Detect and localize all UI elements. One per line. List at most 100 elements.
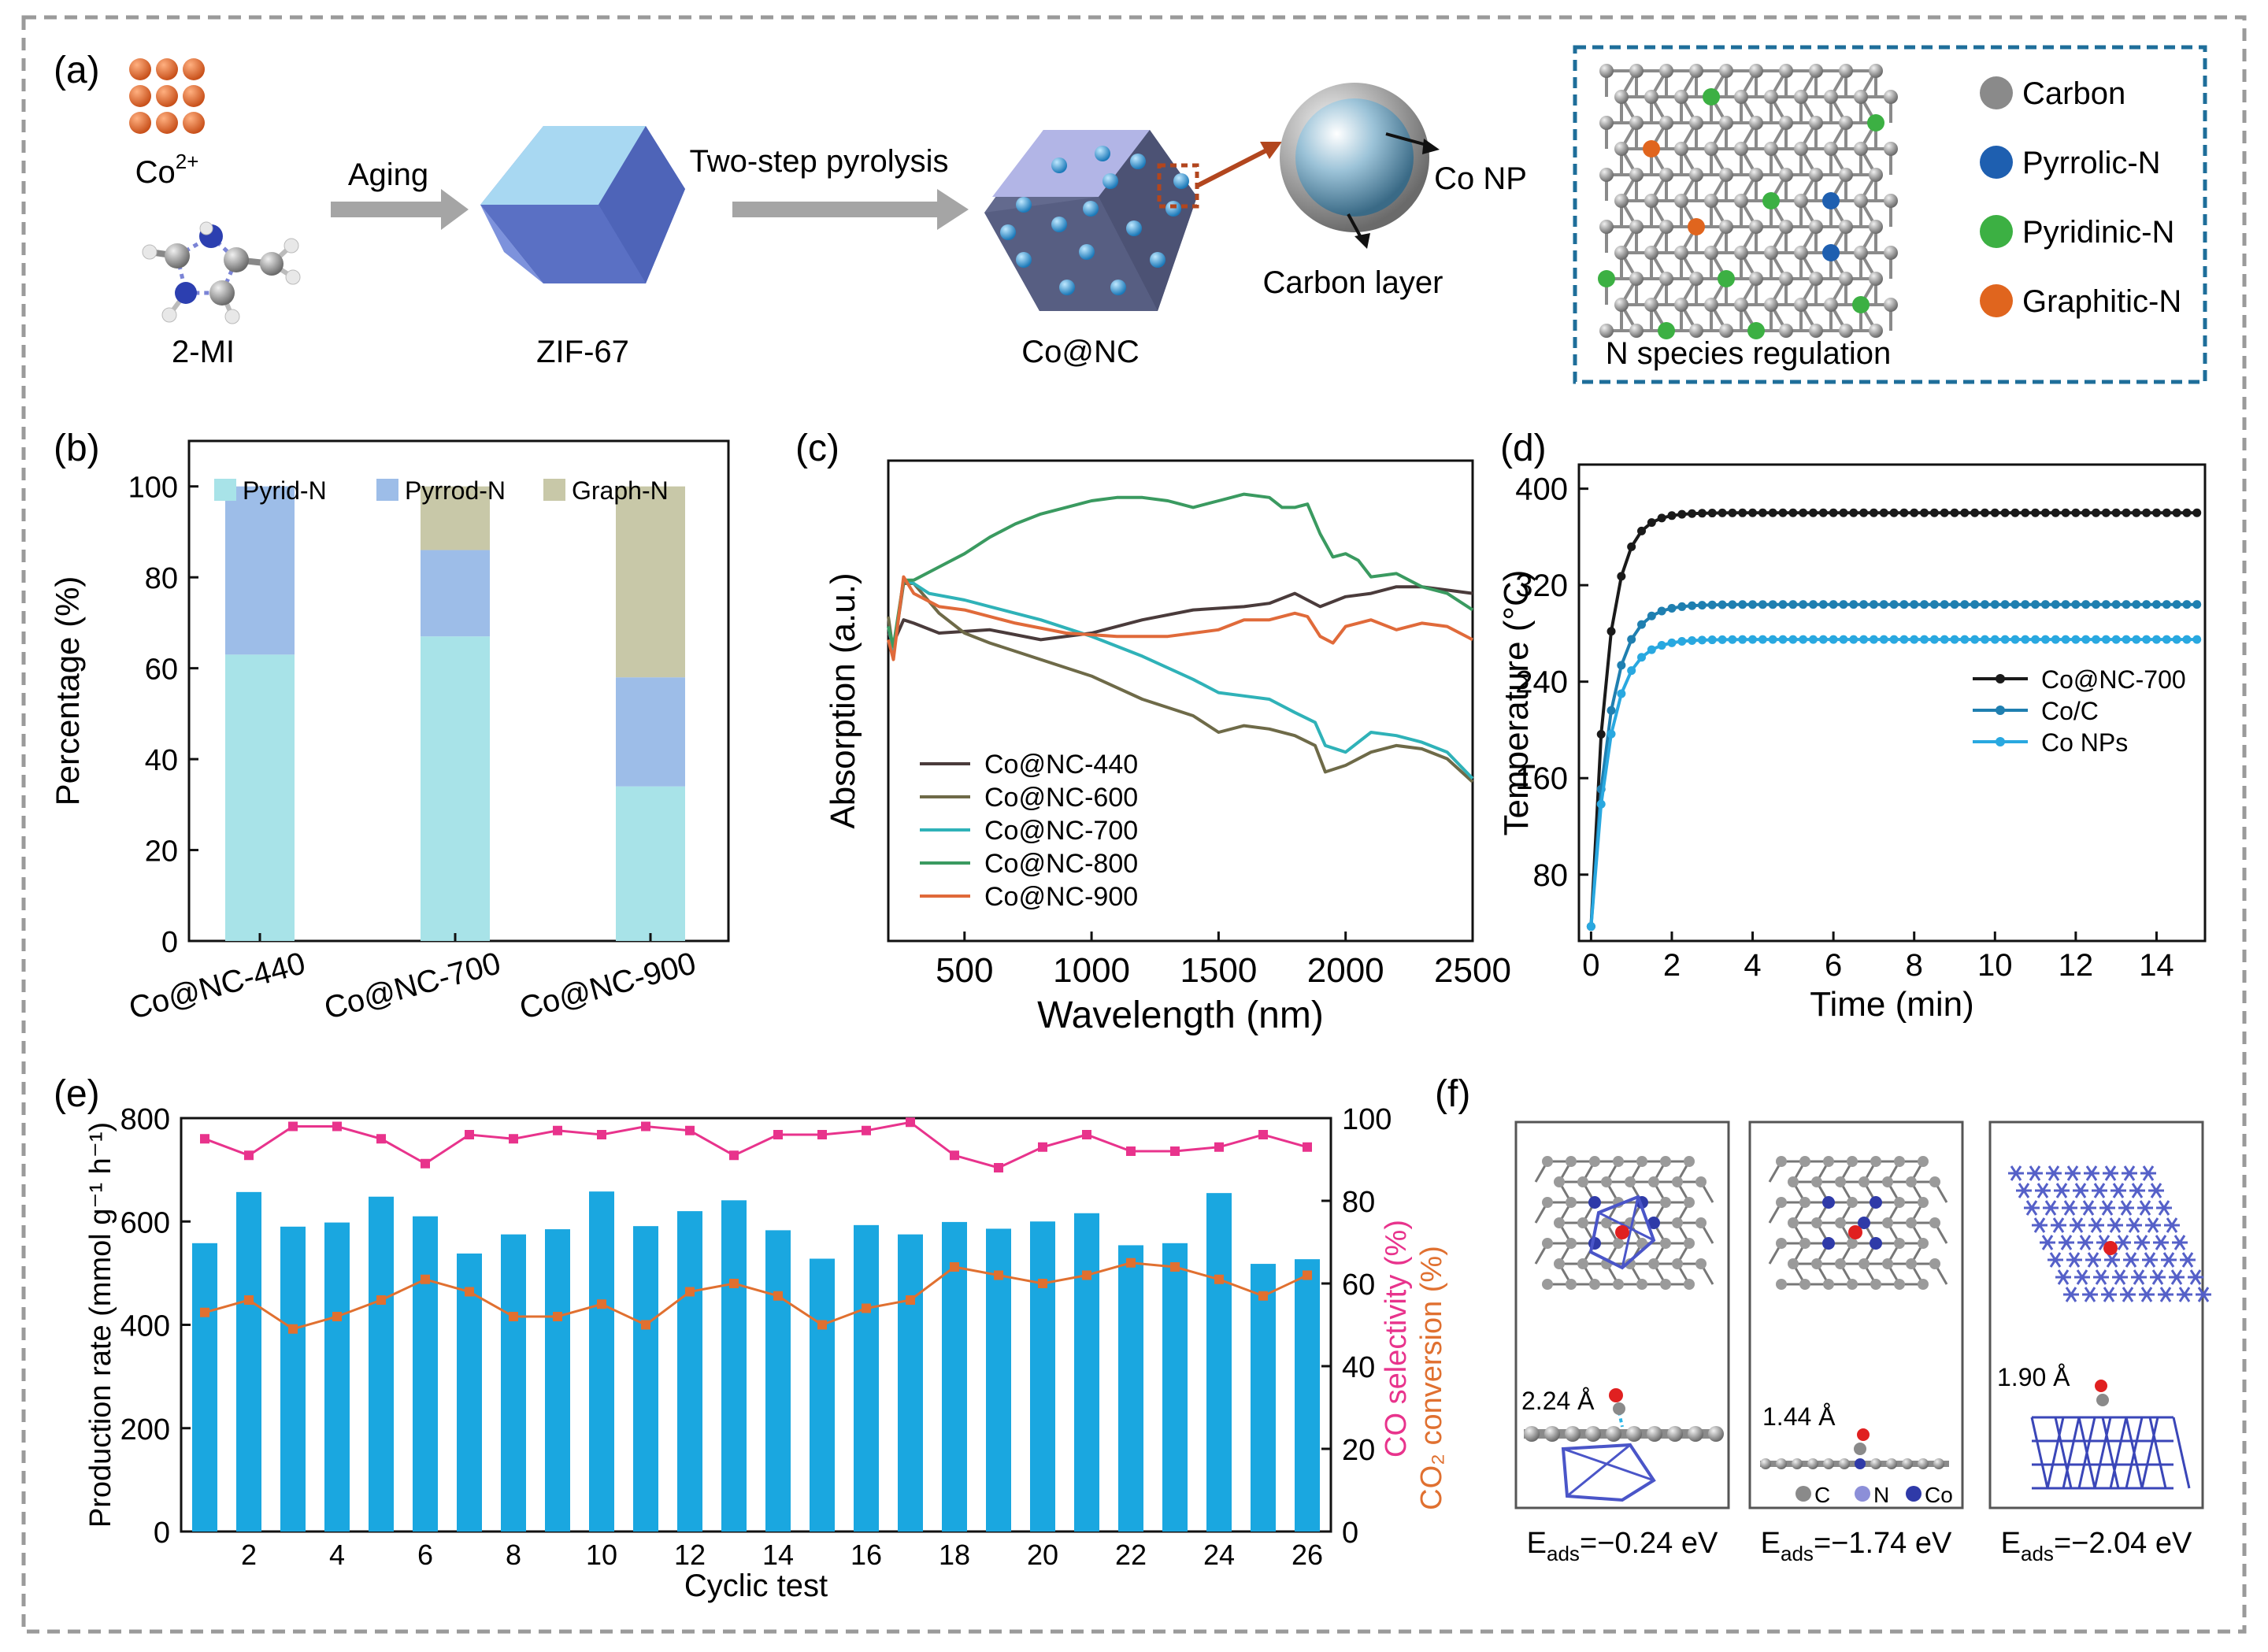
co-bond bbox=[2065, 1287, 2077, 1302]
x-tick-label: 8 bbox=[1906, 948, 1923, 983]
production-bar bbox=[1118, 1245, 1143, 1532]
c-atom bbox=[1542, 1197, 1553, 1208]
data-point bbox=[1647, 611, 1656, 620]
panel-a: (a) Co2+ 2-MI Aging bbox=[54, 45, 2207, 384]
data-point bbox=[1910, 600, 1919, 609]
carbon-atom bbox=[1794, 194, 1808, 208]
data-point bbox=[1718, 635, 1727, 644]
bar-segment-pyrid-n bbox=[421, 636, 490, 941]
carbon-atom bbox=[1854, 194, 1868, 208]
data-point bbox=[1799, 600, 1808, 609]
carbon-atom bbox=[1599, 64, 1614, 78]
data-point bbox=[1606, 706, 1616, 715]
data-point bbox=[1637, 526, 1646, 535]
c-atom bbox=[1684, 1197, 1695, 1208]
carbon-atom bbox=[1629, 324, 1644, 338]
legend-label: Co@NC-700 bbox=[2041, 665, 2186, 694]
co-bond bbox=[2197, 1287, 2210, 1302]
data-point bbox=[1778, 508, 1788, 517]
co-bond bbox=[2063, 1200, 2076, 1216]
2mi-molecule-icon bbox=[142, 221, 301, 324]
production-bar bbox=[457, 1253, 482, 1532]
data-point bbox=[1859, 635, 1869, 644]
dopant-atom bbox=[1822, 244, 1840, 261]
data-point bbox=[2122, 635, 2131, 644]
carbon-atom bbox=[1839, 168, 1853, 182]
selectivity-point bbox=[465, 1130, 474, 1139]
co-nanoparticle-dot bbox=[1150, 252, 1166, 268]
carbon-atom bbox=[1734, 90, 1748, 104]
production-bar bbox=[545, 1229, 570, 1532]
data-point bbox=[1929, 600, 1939, 609]
carbon-atom bbox=[1809, 64, 1823, 78]
co-nanoparticle-dot bbox=[1051, 157, 1067, 173]
plot-frame bbox=[887, 459, 1474, 943]
data-point bbox=[2081, 508, 2091, 517]
co-nanoparticle-dot bbox=[1110, 280, 1126, 295]
carbon-atom bbox=[1599, 116, 1614, 130]
data-point bbox=[2061, 635, 2070, 644]
c-atom bbox=[1565, 1426, 1581, 1442]
c-atom bbox=[1636, 1156, 1647, 1167]
conversion-point bbox=[465, 1287, 474, 1297]
data-point bbox=[1808, 635, 1818, 644]
data-point bbox=[1910, 508, 1919, 517]
c-atom bbox=[1858, 1176, 1870, 1187]
carbon-atom bbox=[1734, 246, 1748, 260]
co-bond bbox=[2077, 1417, 2096, 1489]
data-point bbox=[2000, 635, 2010, 644]
c-atom bbox=[1870, 1156, 1881, 1167]
y-tick-label: 400 bbox=[120, 1310, 170, 1343]
conversion-point bbox=[244, 1295, 254, 1305]
eads-label: Eads=−0.24 eV bbox=[1527, 1527, 1718, 1565]
n-atom bbox=[1822, 1196, 1835, 1209]
c-atom bbox=[1835, 1176, 1846, 1187]
data-point bbox=[1728, 635, 1737, 644]
y-tick-label: 60 bbox=[145, 654, 178, 687]
c-atom bbox=[1684, 1156, 1695, 1167]
co-bond bbox=[2133, 1269, 2145, 1285]
data-point bbox=[1808, 508, 1818, 517]
co-bond bbox=[2159, 1287, 2172, 1302]
carbon-atom bbox=[1614, 194, 1629, 208]
legend-label: Carbon bbox=[2022, 76, 2125, 111]
c-atom bbox=[1660, 1279, 1671, 1290]
bar-segment-pyrrod-n bbox=[225, 486, 295, 655]
data-point bbox=[1818, 635, 1828, 644]
outer-frame bbox=[21, 15, 2247, 1634]
co-bond bbox=[2123, 1165, 2136, 1181]
co-cluster bbox=[1588, 1195, 1656, 1270]
structure-box-2 bbox=[1748, 1120, 1964, 1509]
panel-d-label: (d) bbox=[1500, 428, 1547, 469]
panel-f: (f) 2.24 Å 1.44 Å 1.90 Å C N Co Eads=−0.24… bbox=[1435, 1073, 2211, 1565]
legend-label: Pyridinic-N bbox=[2022, 215, 2174, 250]
o-atom bbox=[2103, 1241, 2118, 1255]
carbon-atom bbox=[1719, 220, 1733, 234]
co-bond bbox=[2166, 1217, 2178, 1233]
data-point bbox=[2172, 508, 2181, 517]
selectivity-point bbox=[1038, 1142, 1047, 1152]
co-bond bbox=[2062, 1417, 2081, 1489]
carbon-atom bbox=[1659, 116, 1673, 130]
co-ion-label: Co2+ bbox=[135, 150, 199, 190]
data-point bbox=[1707, 600, 1717, 609]
legend-atom-icon bbox=[1906, 1486, 1922, 1502]
c-atom bbox=[1847, 1197, 1858, 1208]
c-atom bbox=[1672, 1176, 1683, 1187]
selectivity-point bbox=[553, 1125, 562, 1135]
conversion-point bbox=[685, 1287, 695, 1297]
c-atom bbox=[1929, 1258, 1940, 1269]
series-line-co-nc-700 bbox=[887, 578, 1474, 780]
c-atom bbox=[1577, 1258, 1588, 1269]
y-axis-label: Absorption (a.u.) bbox=[824, 572, 862, 828]
data-point bbox=[1879, 635, 1888, 644]
selectivity-point bbox=[597, 1130, 606, 1139]
co-bond bbox=[2162, 1252, 2175, 1268]
carbon-atom bbox=[1659, 64, 1673, 78]
data-point bbox=[2071, 508, 2081, 517]
n-atom bbox=[1647, 1217, 1660, 1229]
conc-particle-icon bbox=[984, 130, 1282, 311]
carbon-atom bbox=[1809, 272, 1823, 286]
